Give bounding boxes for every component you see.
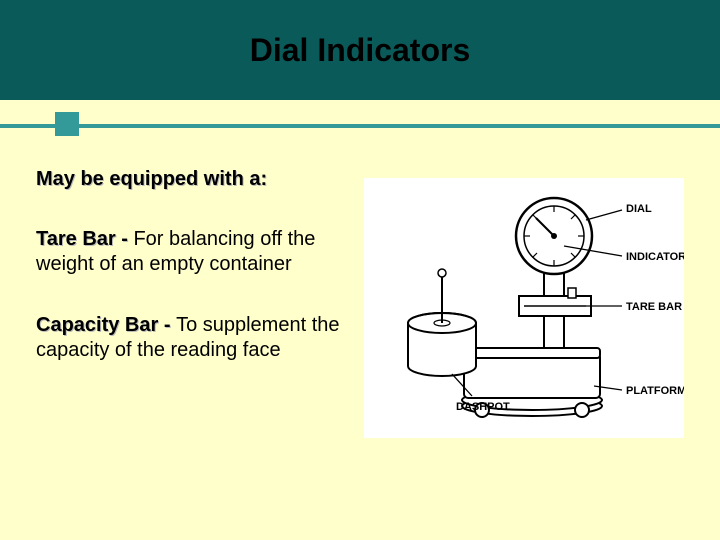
label-platform: PLATFORM [626, 385, 684, 397]
title-bar: Dial Indicators [0, 0, 720, 100]
item-tare-bar: Tare Bar - For balancing off the weight … [36, 227, 356, 277]
label-tarebar: TARE BAR [626, 301, 682, 313]
term-tare-bar: Tare Bar - [36, 228, 133, 250]
intro-text: May be equipped with a: [36, 168, 356, 191]
label-indicator: INDICATOR [626, 251, 684, 263]
slide-title: Dial Indicators [250, 32, 471, 69]
term-capacity-bar: Capacity Bar - [36, 314, 176, 336]
scale-svg: DIAL INDICATOR TARE BAR PLATFORM DASHPOT [364, 178, 684, 438]
text-column: May be equipped with a: Tare Bar - For b… [36, 168, 356, 438]
content-area: May be equipped with a: Tare Bar - For b… [0, 128, 720, 438]
diagram-column: DIAL INDICATOR TARE BAR PLATFORM DASHPOT [356, 168, 692, 438]
divider-rule [0, 124, 720, 128]
label-dial: DIAL [626, 203, 652, 215]
item-capacity-bar: Capacity Bar - To supplement the capacit… [36, 313, 356, 363]
scale-diagram: DIAL INDICATOR TARE BAR PLATFORM DASHPOT [364, 178, 684, 438]
label-dashpot: DASHPOT [456, 401, 510, 413]
